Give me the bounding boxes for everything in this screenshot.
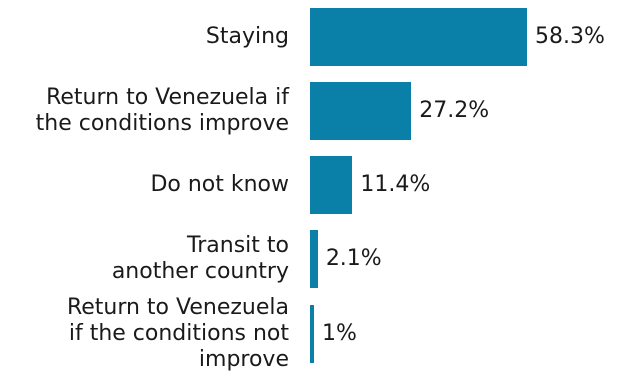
- value-label-5: 1%: [322, 321, 357, 346]
- value-label-3: 11.4%: [360, 172, 431, 197]
- bar-1: [310, 8, 527, 66]
- category-label-5: Return to Venezuela if the conditions not…: [0, 295, 289, 373]
- category-label-line: Return to Venezuela: [66, 295, 289, 320]
- category-label-line: the conditions improve: [35, 111, 289, 136]
- category-label-3: Do not know: [0, 172, 289, 198]
- value-label-1: 58.3%: [535, 24, 605, 49]
- value-label-4: 2.1%: [325, 246, 382, 271]
- bar-5: [310, 305, 314, 363]
- category-label-line: another country: [111, 259, 289, 284]
- category-label-1: Staying: [0, 24, 289, 50]
- category-label-2: Return to Venezuela if the conditions imp…: [0, 85, 289, 137]
- category-label-4: Transit to another country: [0, 233, 289, 285]
- category-label-line: Do not know: [150, 172, 289, 197]
- value-label-2: 27.2%: [419, 98, 490, 123]
- category-label-line: Staying: [205, 24, 289, 49]
- category-label-line: Transit to: [187, 233, 289, 258]
- category-label-line: Return to Venezuela if: [46, 85, 289, 110]
- category-label-line: improve: [198, 347, 289, 372]
- bar-4: [310, 230, 318, 288]
- category-label-line: if the conditions not: [68, 321, 289, 346]
- bar-2: [310, 82, 412, 140]
- bar-3: [310, 156, 353, 214]
